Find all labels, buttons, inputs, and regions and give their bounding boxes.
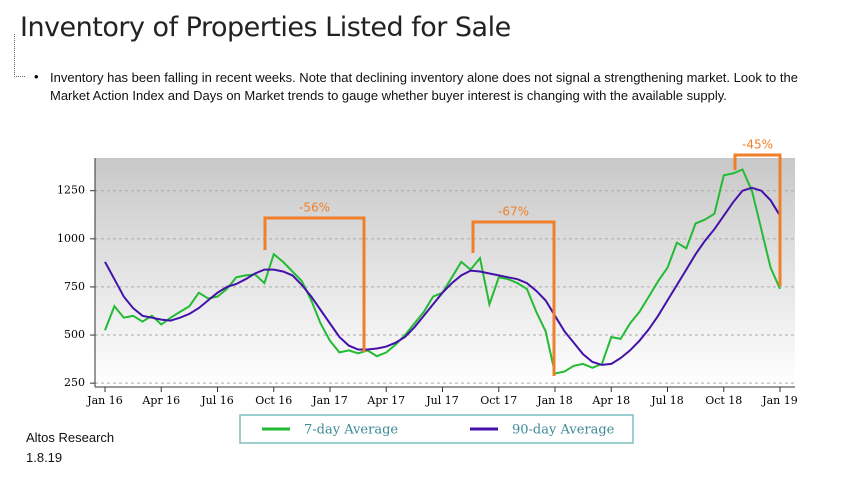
x-tick-label: Jan 17 [311, 394, 348, 407]
x-tick-label: Jul 18 [650, 394, 684, 407]
x-tick-label: Jul 16 [200, 394, 234, 407]
bullet: • [34, 69, 39, 84]
legend-label: 7-day Average [304, 423, 398, 438]
annotation-bracket [471, 220, 556, 376]
x-tick-label: Apr 17 [366, 394, 405, 407]
x-tick-label: Jul 17 [425, 394, 459, 407]
decoration [14, 34, 25, 77]
x-tick-label: Jan 19 [761, 394, 798, 407]
chart-subtitle: Inventory has been falling in recent wee… [50, 70, 798, 103]
x-tick-label: Oct 16 [255, 394, 292, 407]
annotation-bracket [263, 216, 366, 352]
y-tick-label: 250 [64, 376, 85, 389]
x-tick-label: Jan 18 [536, 394, 573, 407]
footnote: Altos Research [26, 430, 115, 445]
series-line [104, 186, 781, 366]
footnote: 1.8.19 [26, 450, 63, 465]
x-tick-label: Apr 16 [141, 394, 180, 407]
x-tick-label: Apr 18 [591, 394, 630, 407]
x-tick-label: Oct 18 [705, 394, 742, 407]
annotation: -45% [742, 138, 773, 152]
legend [239, 414, 634, 444]
chart-title: Inventory of Properties Listed for Sale [20, 12, 511, 43]
annotation: -67% [498, 205, 529, 219]
y-tick-label: 1250 [57, 184, 85, 197]
y-tick-label: 750 [64, 280, 85, 293]
annotation-bracket [733, 153, 782, 286]
legend-label: 90-day Average [512, 423, 615, 438]
x-tick-label: Oct 17 [480, 394, 517, 407]
y-tick-label: 500 [64, 328, 85, 341]
y-tick-label: 1000 [57, 232, 85, 245]
plot-area [95, 158, 795, 387]
x-tick-label: Jan 16 [86, 394, 123, 407]
annotation: -56% [299, 201, 330, 215]
